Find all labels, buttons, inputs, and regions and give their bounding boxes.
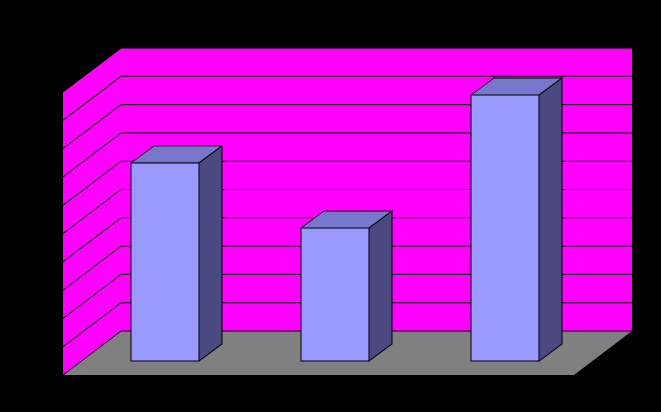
bar-front xyxy=(130,162,200,362)
grid-line xyxy=(62,273,632,319)
bar-side xyxy=(198,144,223,362)
bar-side xyxy=(368,209,393,362)
grid-line xyxy=(62,104,632,149)
bar xyxy=(299,209,394,362)
bar-side xyxy=(538,76,563,362)
grid-line xyxy=(62,75,632,121)
grid-line xyxy=(62,47,632,93)
grid-line xyxy=(62,189,632,234)
grid-line xyxy=(62,160,632,206)
grid-line xyxy=(62,330,632,376)
bar-front xyxy=(300,227,370,362)
grid-line xyxy=(62,302,632,348)
grid-line xyxy=(62,245,632,291)
grid-line xyxy=(62,132,632,178)
bar xyxy=(469,76,564,362)
bar-front xyxy=(470,94,540,362)
grid-line xyxy=(62,217,632,263)
bar xyxy=(129,144,224,362)
